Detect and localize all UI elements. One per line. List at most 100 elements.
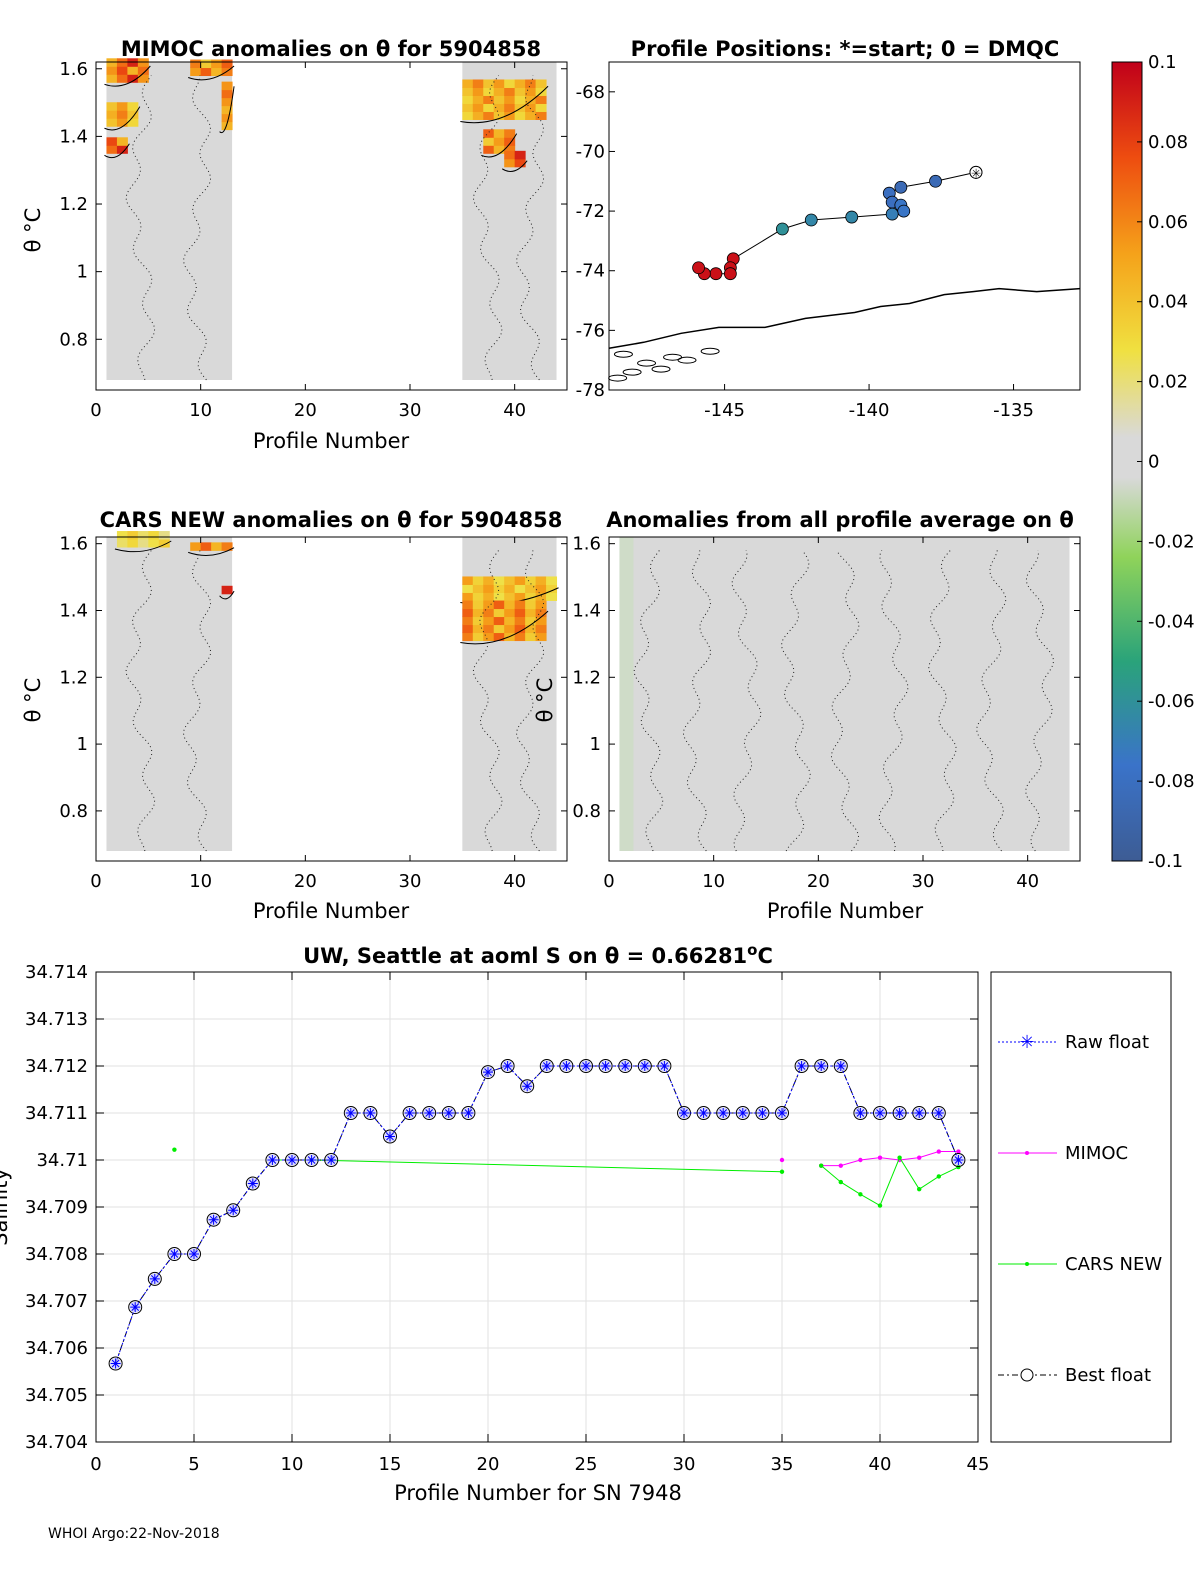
- salinity-x-tick-label: 15: [379, 1454, 402, 1475]
- anomaly-contour: [188, 65, 235, 81]
- axes-box: [608, 536, 1081, 862]
- colorbar-tick-label: -0.02: [1148, 531, 1195, 552]
- anomaly-contour: [501, 160, 528, 172]
- mimoc-point-7: [936, 1149, 941, 1154]
- anomaly-contour: [219, 590, 235, 600]
- raw-float-asterisk: [757, 1108, 768, 1118]
- raw-float-point-26: [619, 1060, 631, 1072]
- best-float-point-7: [245, 1176, 260, 1191]
- warm-patch-6: [481, 129, 518, 158]
- anomaly-cell: [221, 585, 233, 595]
- anomaly-cell: [535, 111, 547, 120]
- anomaly-cell: [546, 576, 558, 585]
- anomaly-cell: [127, 58, 139, 67]
- anomaly-cell: [483, 95, 495, 104]
- anomaly-cell: [472, 111, 484, 120]
- best-float-point-38: [853, 1106, 868, 1120]
- anomaly-cell: [472, 95, 484, 104]
- warm-patch-5: [460, 79, 549, 124]
- zero-contour-0-1: [682, 550, 711, 852]
- legend-mimoc-label: MIMOC: [1065, 1143, 1128, 1164]
- raw-float-point-5: [208, 1214, 220, 1226]
- all-profile-anomaly-plot-area: [619, 537, 1070, 852]
- anomaly-cell: [535, 95, 547, 104]
- anomaly-contour: [114, 540, 172, 553]
- anomaly-cell: [535, 624, 547, 634]
- cars-new-point-3: [819, 1163, 824, 1168]
- mimoc-line: [821, 1151, 959, 1167]
- raw-float-point-29: [678, 1107, 690, 1119]
- anomaly-cell: [514, 103, 526, 112]
- best-float-point-16: [422, 1106, 437, 1120]
- map-box: [608, 61, 1081, 391]
- anomaly-cell: [462, 95, 474, 104]
- raw-float-asterisk: [189, 1249, 199, 1259]
- colorbar-tick-label: 0.04: [1148, 292, 1188, 313]
- salinity-x-tick-label: 20: [477, 1454, 500, 1475]
- anomaly-cell: [514, 576, 526, 585]
- anomaly-cell: [504, 79, 516, 88]
- y-tick-label: 1.6: [572, 534, 601, 555]
- anomaly-cell: [483, 145, 495, 154]
- mimoc-point-3: [858, 1157, 863, 1163]
- anomaly-cell: [190, 542, 202, 551]
- raw-float-asterisk: [149, 1273, 160, 1284]
- anomaly-cell: [472, 632, 484, 642]
- salinity-x-tick-label: 40: [869, 1454, 892, 1475]
- best-float-line: [115, 1065, 959, 1364]
- raw-float-asterisk: [620, 1061, 631, 1071]
- raw-float-point-36: [815, 1060, 827, 1072]
- cars-new-line-b: [820, 1156, 959, 1207]
- mimoc-point-8: [956, 1149, 961, 1154]
- warm-patch-1: [188, 542, 235, 556]
- raw-float-asterisk: [679, 1108, 689, 1118]
- map-y-tick-label: -74: [576, 261, 605, 282]
- cars-new-point-4: [838, 1179, 843, 1185]
- anomaly-cell: [462, 632, 474, 642]
- y-tick-label: 1: [77, 262, 88, 283]
- y-tick-label: 1: [590, 734, 601, 755]
- anomaly-cell: [493, 616, 505, 626]
- map-x-tick-label: -145: [704, 400, 745, 421]
- ice-island-0: [613, 350, 633, 358]
- anomaly-cell: [504, 608, 516, 618]
- anomaly-cell: [200, 67, 212, 77]
- best-float-point-15: [402, 1106, 417, 1120]
- anomaly-cell: [493, 103, 505, 112]
- anomaly-cell: [504, 137, 516, 146]
- anomaly-cell: [535, 600, 547, 610]
- salinity-series: [108, 1059, 966, 1371]
- anomaly-cell: [525, 600, 537, 610]
- y-tick-label: 1.4: [59, 126, 88, 147]
- raw-float-point-9: [286, 1154, 298, 1166]
- anomaly-cell: [525, 624, 537, 634]
- anomaly-cell: [472, 600, 484, 610]
- anomaly-contour: [460, 85, 549, 124]
- anomaly-cell: [472, 584, 484, 593]
- raw-float-point-4: [188, 1248, 200, 1260]
- raw-float-asterisk: [424, 1108, 435, 1118]
- anomaly-cell: [472, 79, 484, 88]
- anomaly-cell: [472, 103, 484, 112]
- anomaly-cell: [462, 111, 474, 120]
- raw-float-asterisk: [914, 1108, 925, 1118]
- cars-anomaly-axes: 0 10 20 30 40 0.8 1 1.2 1.4 1.6: [59, 534, 568, 892]
- salinity-xlabel: Profile Number for SN 7948: [394, 1481, 682, 1505]
- all-profile-anomaly-axes: 0 10 20 30 40 0.8 1 1.2 1.4 1.6: [572, 534, 1081, 892]
- raw-float-point-13: [364, 1107, 376, 1119]
- raw-float-point-40: [894, 1107, 906, 1119]
- anomaly-cell: [472, 624, 484, 634]
- anomaly-cell: [525, 111, 537, 120]
- anomaly-cell: [514, 158, 526, 168]
- map-x-tick-label: -135: [993, 400, 1034, 421]
- anomaly-cell: [546, 592, 558, 601]
- anomaly-cell: [472, 592, 484, 601]
- raw-float-asterisk: [385, 1131, 395, 1142]
- salinity-y-tick-label: 34.709: [25, 1197, 88, 1218]
- anomaly-cell: [483, 137, 495, 146]
- anomaly-cell: [200, 59, 212, 69]
- anomaly-contour: [219, 86, 235, 134]
- anomaly-cell: [535, 608, 547, 618]
- cars-anomaly-panel: CARS NEW anomalies on θ for 5904858 0 10 2…: [21, 508, 568, 923]
